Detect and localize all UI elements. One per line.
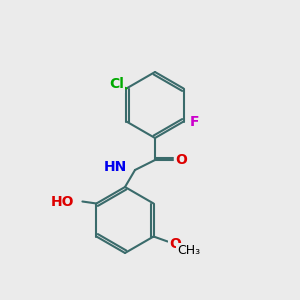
Text: HN: HN: [104, 160, 127, 174]
Text: O: O: [169, 238, 181, 251]
Text: CH₃: CH₃: [177, 244, 200, 257]
Text: F: F: [190, 115, 199, 128]
Text: HO: HO: [51, 194, 74, 208]
Text: O: O: [175, 153, 187, 167]
Text: Cl: Cl: [109, 77, 124, 92]
